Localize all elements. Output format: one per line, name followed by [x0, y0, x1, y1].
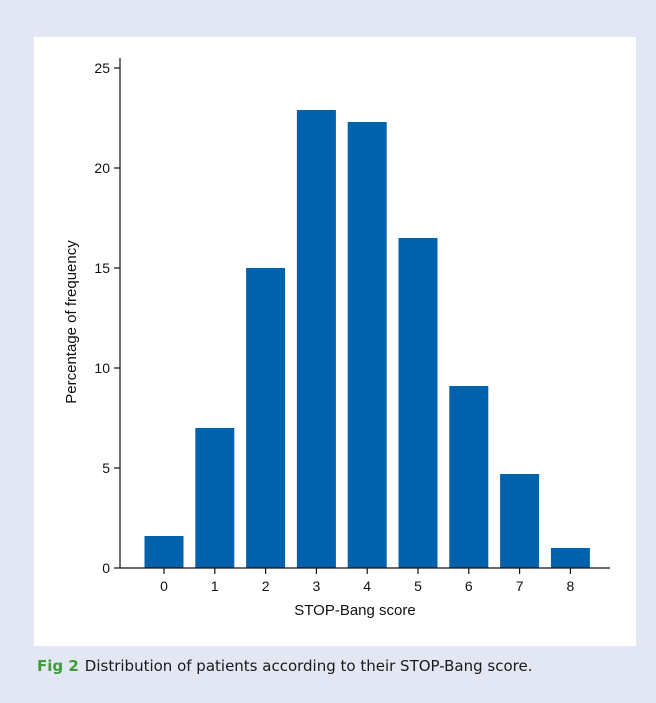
x-tick-label: 8	[567, 578, 575, 594]
bar-score-2	[246, 268, 286, 568]
y-tick-label: 5	[102, 460, 110, 476]
y-tick-label: 25	[94, 60, 110, 76]
x-tick-label: 4	[363, 578, 371, 594]
x-tick-label: 2	[262, 578, 270, 594]
x-tick-label: 6	[465, 578, 473, 594]
y-tick-label: 0	[102, 560, 110, 576]
x-tick-label: 5	[414, 578, 422, 594]
y-tick-label: 10	[94, 360, 110, 376]
y-tick-label: 15	[94, 260, 110, 276]
bar-score-3	[296, 110, 336, 568]
bar-score-5	[398, 238, 438, 568]
bar-score-0	[144, 536, 184, 568]
x-axis-title: STOP-Bang score	[294, 602, 415, 619]
figure-caption-text: Distribution of patients according to th…	[84, 657, 533, 675]
bar-score-6	[449, 386, 489, 568]
x-tick-label: 0	[160, 578, 168, 594]
bar-score-1	[195, 428, 235, 568]
x-tick-label: 3	[313, 578, 321, 594]
x-tick-label: 1	[211, 578, 219, 594]
y-axis-title: Percentage of frequency	[63, 240, 80, 404]
figure-label: Fig 2	[37, 657, 79, 675]
y-tick-label: 20	[94, 160, 110, 176]
figure-caption: Fig 2 Distribution of patients according …	[37, 657, 533, 675]
bar-score-4	[347, 122, 387, 568]
x-tick-label: 7	[516, 578, 524, 594]
bar-score-8	[550, 548, 590, 568]
bar-score-7	[500, 474, 540, 568]
